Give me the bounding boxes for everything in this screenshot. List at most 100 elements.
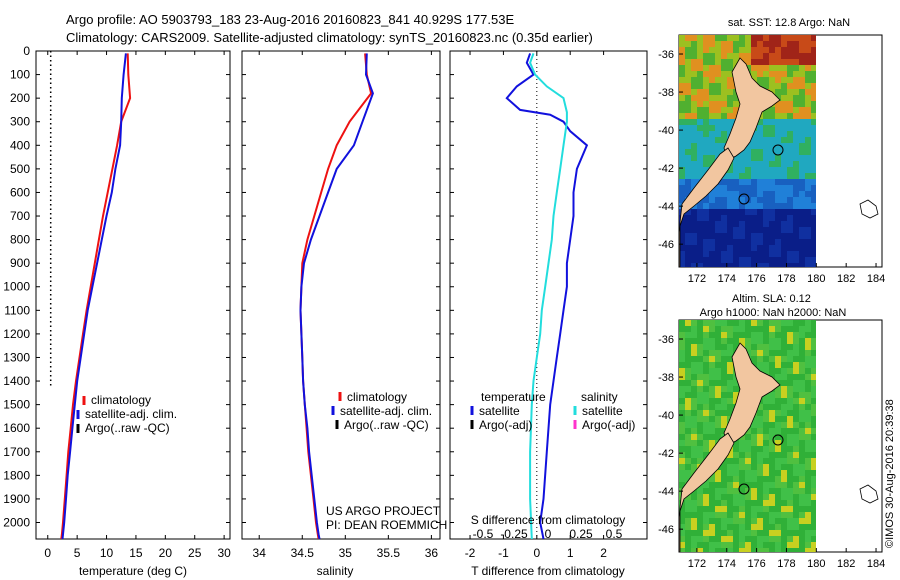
s-tick-label: -0.5 bbox=[473, 527, 494, 541]
map-cell bbox=[811, 536, 816, 542]
map-cell bbox=[691, 428, 697, 434]
map-cell bbox=[781, 428, 787, 434]
map-cell bbox=[775, 374, 781, 380]
map-cell bbox=[805, 137, 811, 143]
map-cell bbox=[775, 362, 781, 368]
map-cell bbox=[721, 506, 727, 512]
map-cell bbox=[679, 185, 685, 191]
map-cell bbox=[757, 251, 763, 257]
map-cell bbox=[769, 149, 775, 155]
map-cell bbox=[763, 422, 769, 428]
map-cell bbox=[793, 464, 799, 470]
map-cell bbox=[727, 362, 733, 368]
map-cell bbox=[805, 464, 811, 470]
map-cell bbox=[805, 452, 811, 458]
map-cell bbox=[685, 209, 691, 215]
map-cell bbox=[787, 203, 793, 209]
map-cell bbox=[799, 350, 805, 356]
map-cell bbox=[697, 386, 703, 392]
map-cell bbox=[685, 131, 691, 137]
map-cell bbox=[769, 416, 775, 422]
map-cell bbox=[799, 446, 805, 452]
map-cell bbox=[793, 245, 799, 251]
map-cell bbox=[787, 518, 793, 524]
map-cell bbox=[781, 185, 787, 191]
map-cell bbox=[691, 257, 697, 263]
map-cell bbox=[709, 344, 715, 350]
map-cell bbox=[745, 536, 751, 542]
map-cell bbox=[757, 59, 763, 65]
map-cell bbox=[709, 233, 715, 239]
map-cell bbox=[727, 35, 733, 41]
map-cell bbox=[757, 53, 763, 59]
map-cell bbox=[769, 320, 775, 326]
map-cell bbox=[733, 536, 739, 542]
map-cell bbox=[715, 143, 721, 149]
map-cell bbox=[769, 77, 775, 83]
map-cell bbox=[799, 476, 805, 482]
map-cell bbox=[757, 428, 763, 434]
map-cell bbox=[775, 263, 781, 267]
map-cell bbox=[691, 398, 697, 404]
map-cell bbox=[793, 71, 799, 77]
map-cell bbox=[685, 221, 691, 227]
map-cell bbox=[691, 149, 697, 155]
map-cell bbox=[691, 263, 697, 267]
map-cell bbox=[679, 167, 685, 173]
map-cell bbox=[709, 203, 715, 209]
map-cell bbox=[769, 215, 775, 221]
map-cell bbox=[703, 263, 709, 267]
map-cell bbox=[751, 173, 757, 179]
map-cell bbox=[685, 524, 691, 530]
map-cell bbox=[775, 131, 781, 137]
map-cell bbox=[793, 332, 799, 338]
map-cell bbox=[751, 422, 757, 428]
map-cell bbox=[739, 47, 745, 53]
map-cell bbox=[715, 59, 721, 65]
figure-title-line1: Argo profile: AO 5903793_183 23-Aug-2016… bbox=[66, 12, 515, 27]
s-tick-label: 0.25 bbox=[569, 527, 593, 541]
map-cell bbox=[703, 143, 709, 149]
map-cell bbox=[697, 119, 703, 125]
map-cell bbox=[811, 416, 816, 422]
map-cell bbox=[745, 434, 751, 440]
map-cell bbox=[709, 263, 715, 267]
map-cell bbox=[691, 518, 697, 524]
map-cell bbox=[811, 125, 816, 131]
map-cell bbox=[733, 161, 739, 167]
map-cell bbox=[691, 245, 697, 251]
map-cell bbox=[805, 386, 811, 392]
map-cell bbox=[691, 59, 697, 65]
map-cell bbox=[811, 257, 816, 263]
map-cell bbox=[733, 464, 739, 470]
map-cell bbox=[805, 221, 811, 227]
map-cell bbox=[769, 245, 775, 251]
map-cell bbox=[799, 83, 805, 89]
map-cell bbox=[769, 428, 775, 434]
map-cell bbox=[703, 428, 709, 434]
map-cell bbox=[709, 149, 715, 155]
map-cell bbox=[787, 326, 793, 332]
map-cell bbox=[793, 239, 799, 245]
map-cell bbox=[769, 113, 775, 119]
map-cell bbox=[685, 77, 691, 83]
map-cell bbox=[721, 59, 727, 65]
map-cell bbox=[805, 458, 811, 464]
map-cell bbox=[787, 458, 793, 464]
map-cell bbox=[733, 191, 739, 197]
map-cell bbox=[679, 332, 685, 338]
map-cell bbox=[745, 458, 751, 464]
map-cell bbox=[751, 416, 757, 422]
map-cell bbox=[679, 221, 685, 227]
map-cell bbox=[703, 47, 709, 53]
s-tick-label: 0.5 bbox=[606, 527, 623, 541]
map-cell bbox=[715, 320, 721, 326]
map-cell bbox=[793, 251, 799, 257]
map-cell bbox=[715, 125, 721, 131]
map-cell bbox=[709, 416, 715, 422]
map-cell bbox=[721, 191, 727, 197]
map-cell bbox=[721, 89, 727, 95]
map-cell bbox=[769, 476, 775, 482]
map-cell bbox=[745, 155, 751, 161]
map-cell bbox=[781, 35, 787, 41]
